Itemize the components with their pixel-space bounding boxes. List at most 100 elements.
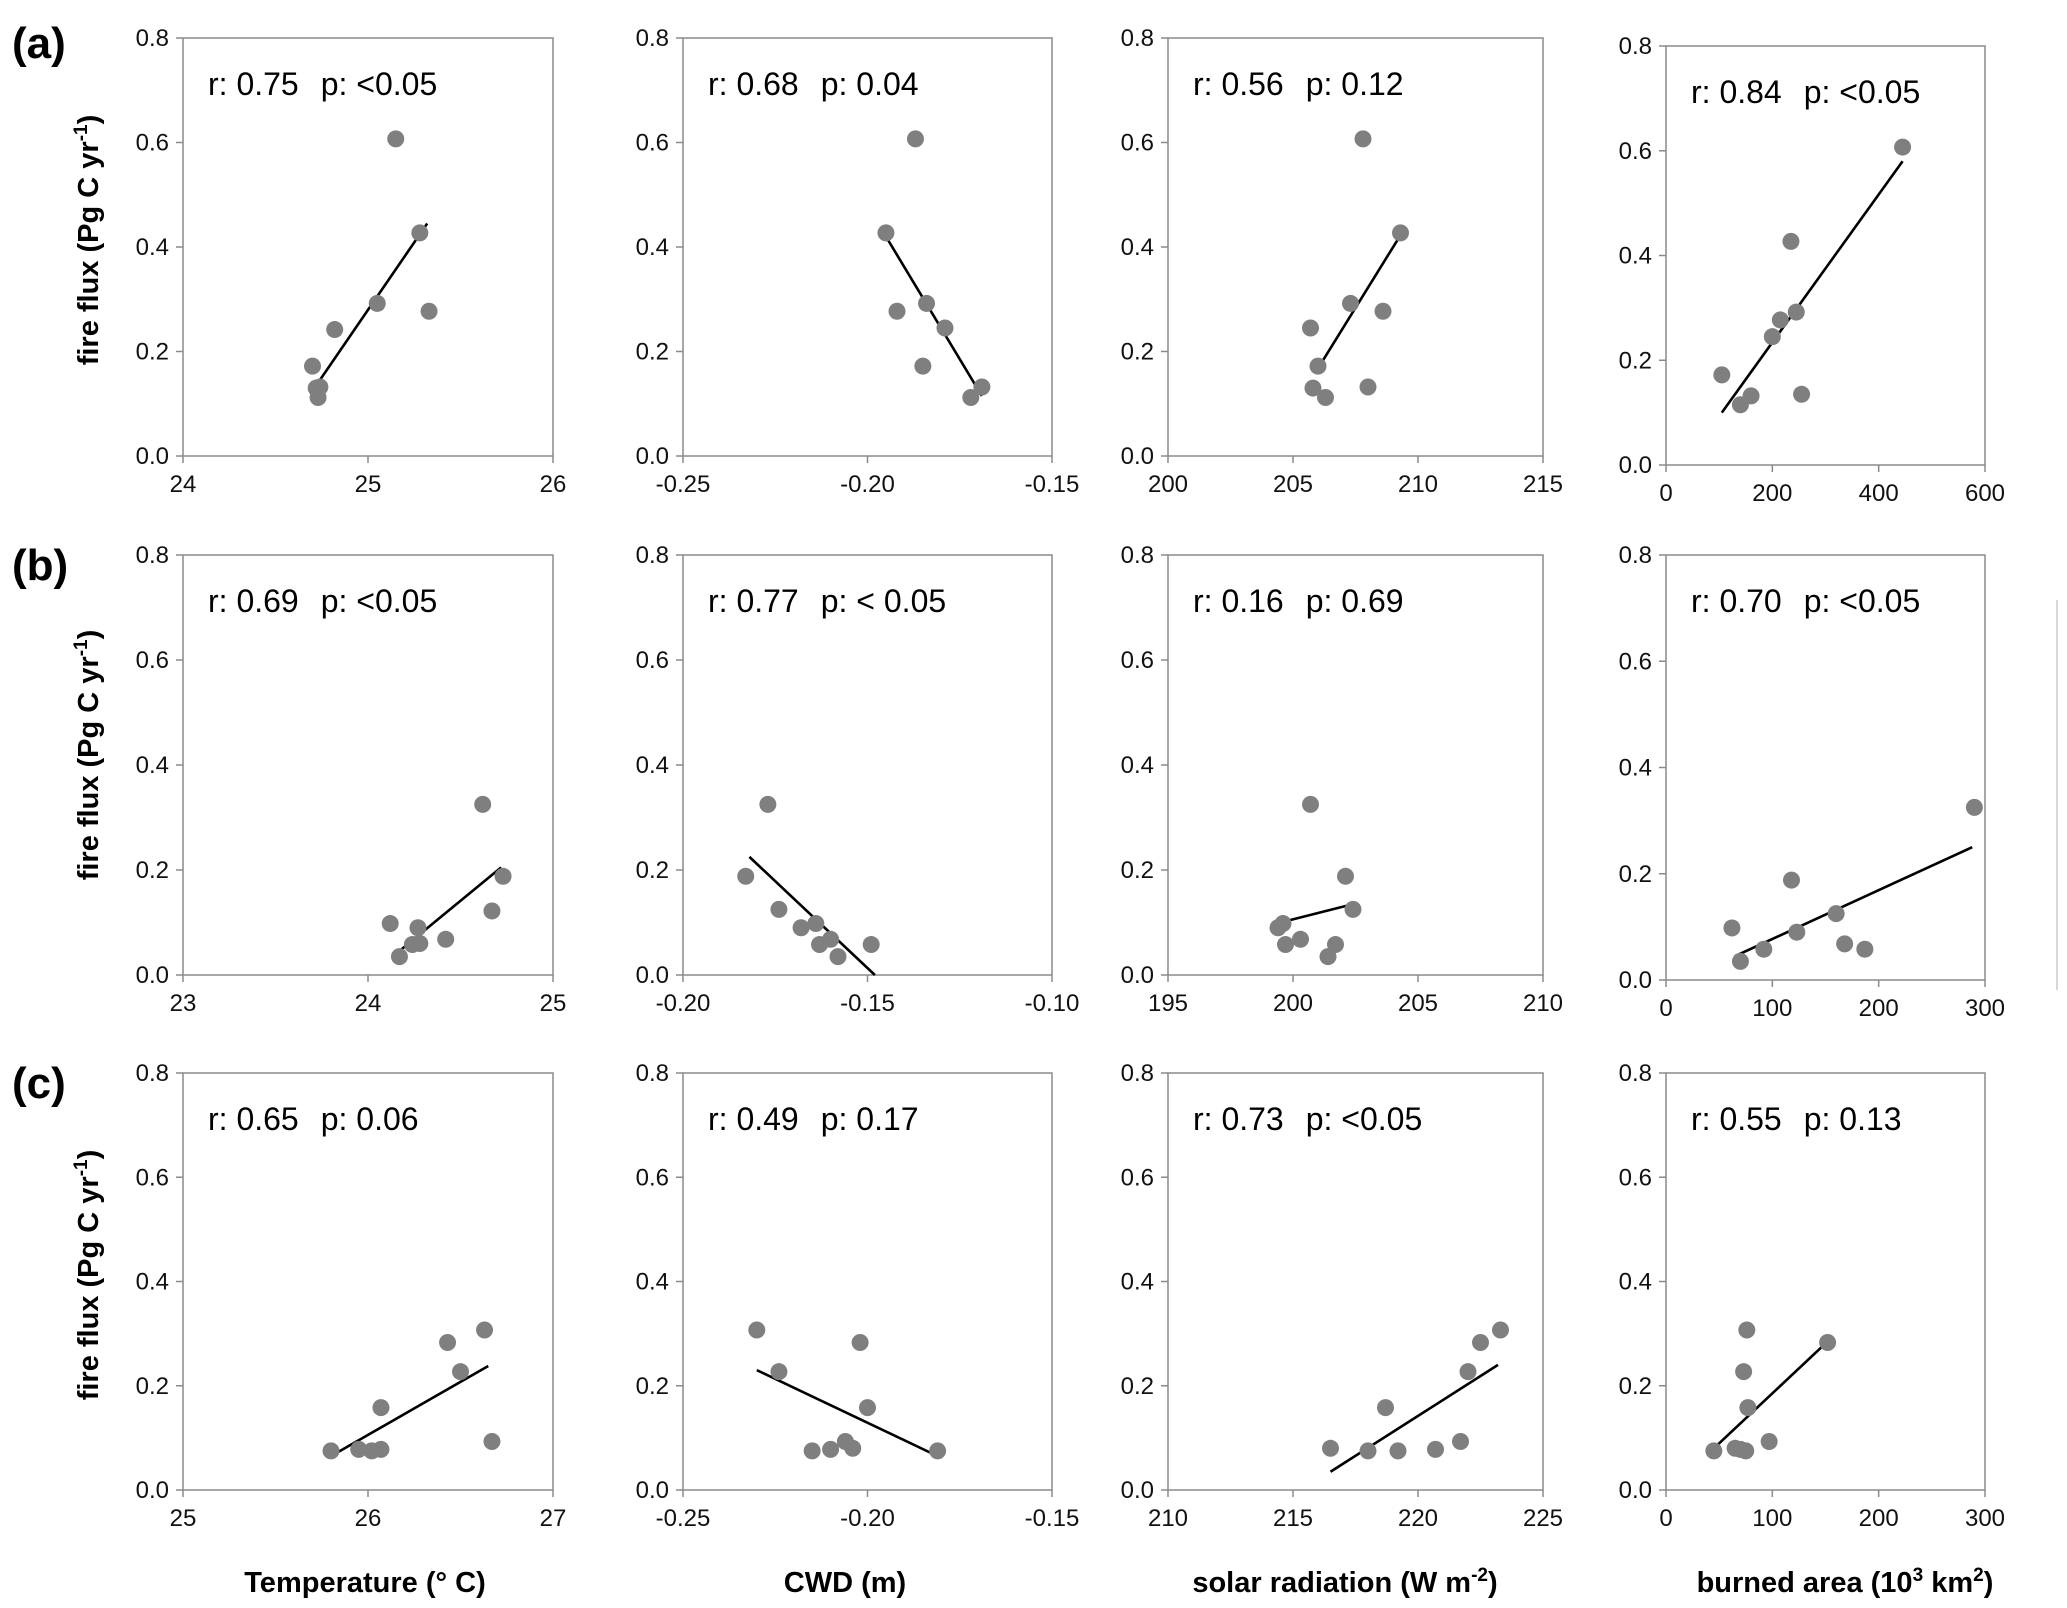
- data-point: [1793, 385, 1811, 403]
- x-label-sup: -2: [1471, 1565, 1488, 1586]
- x-tick-label: 25: [170, 1505, 197, 1532]
- scatter-panel: 0.0 0.2 0.4 0.6 0.8 210 215 220 225 r: 0.73 p: <0.…: [1121, 1060, 1563, 1532]
- y-tick-label: 0.2: [636, 339, 669, 366]
- x-label-text: CWD (m): [784, 1567, 906, 1599]
- y-tick-label: 0.8: [1121, 25, 1154, 52]
- x-label-sup: 3: [1913, 1565, 1924, 1586]
- data-point: [1374, 302, 1392, 320]
- data-point: [1389, 1442, 1407, 1460]
- scatter-panel: 0.0 0.2 0.4 0.6 0.8 200 205 210 215 r: 0.56 p: 0.1…: [1121, 25, 1563, 498]
- data-point: [1292, 930, 1309, 948]
- x-tick-label: 215: [1523, 471, 1563, 498]
- scatter-panel: 0.0 0.2 0.4 0.6 0.8 25 26 27 r: 0.65 p: 0.06: [136, 1060, 567, 1532]
- x-label-text: Temperature (° C): [244, 1567, 486, 1599]
- y-tick-label: 0.6: [636, 1164, 669, 1191]
- y-tick-label: 0.8: [636, 542, 669, 569]
- x-tick-label: 300: [1965, 995, 2005, 1022]
- y-tick-label: 0.8: [636, 1060, 669, 1087]
- data-point: [1742, 387, 1760, 405]
- x-tick-label: -0.25: [656, 1505, 711, 1532]
- p-value: p: 0.12: [1306, 66, 1404, 102]
- data-point: [877, 224, 895, 242]
- y-axis-label-row-c: fire flux (Pg C yr-1): [71, 1150, 105, 1401]
- y-tick-label: 0.8: [136, 1060, 169, 1087]
- scatter-panel: 0.0 0.2 0.4 0.6 0.8 23 24 25 r: 0.69 p: <0.05: [136, 542, 567, 1017]
- data-point: [918, 294, 936, 312]
- data-point: [1782, 232, 1800, 250]
- data-point: [748, 1321, 766, 1339]
- y-tick-label: 0.4: [1121, 752, 1154, 779]
- data-point: [1755, 940, 1773, 958]
- r-value: r: 0.16: [1193, 583, 1284, 619]
- scatter-panel: 0.0 0.2 0.4 0.6 0.8 195 200 205 210 r: 0.16 p: 0.6…: [1121, 542, 1563, 1017]
- data-point: [411, 935, 429, 952]
- x-tick-label: 195: [1148, 990, 1188, 1017]
- r-value: r: 0.68: [708, 66, 799, 102]
- y-tick-label: 0.2: [636, 1373, 669, 1400]
- x-label-sup-2: 2: [1973, 1565, 1984, 1586]
- scatter-panel: 0.0 0.2 0.4 0.6 0.8 0 200 400 600 r: 0.84 p: <0.05: [1619, 33, 2005, 507]
- data-point: [1738, 1321, 1756, 1339]
- data-point: [1788, 923, 1806, 941]
- x-tick-label: 0: [1659, 480, 1672, 507]
- data-point: [483, 902, 501, 920]
- y-tick-label: 0.2: [1121, 339, 1154, 366]
- r-value: r: 0.69: [208, 583, 299, 619]
- svg-text:fire flux (Pg C yr-1): fire flux (Pg C yr-1): [71, 115, 105, 366]
- x-label-end: ): [1488, 1567, 1498, 1599]
- data-point: [1302, 319, 1319, 337]
- data-point: [483, 1433, 501, 1451]
- y-tick-label: 0.2: [136, 339, 169, 366]
- data-point: [1713, 366, 1731, 384]
- data-point: [387, 130, 405, 148]
- data-point: [770, 900, 788, 918]
- data-point: [1377, 1399, 1394, 1417]
- y-tick-label: 0.4: [1619, 1269, 1652, 1296]
- data-point: [973, 378, 991, 396]
- r-value: r: 0.77: [708, 583, 799, 619]
- x-tick-label: 25: [540, 990, 567, 1017]
- p-value: p: <0.05: [1306, 1101, 1423, 1137]
- y-tick-label: 0.4: [1121, 1269, 1154, 1296]
- y-axis-label-text: fire flux (Pg C yr: [73, 141, 105, 365]
- data-point: [452, 1363, 469, 1381]
- data-point: [1492, 1321, 1509, 1339]
- data-point: [1452, 1433, 1469, 1451]
- x-tick-label: -0.10: [1025, 990, 1080, 1017]
- y-tick-label: 0.2: [1619, 1373, 1652, 1400]
- data-point: [759, 795, 777, 813]
- r-value: r: 0.65: [208, 1101, 299, 1137]
- x-tick-label: 0: [1659, 1505, 1672, 1532]
- x-tick-label: 200: [1859, 1505, 1899, 1532]
- trend-line: [1734, 846, 1973, 958]
- y-tick-label: 0.2: [136, 1373, 169, 1400]
- svg-text:fire flux (Pg C yr-1): fire flux (Pg C yr-1): [71, 630, 105, 881]
- x-tick-label: 26: [355, 1505, 382, 1532]
- r-value: r: 0.75: [208, 66, 299, 102]
- data-point: [494, 867, 512, 885]
- data-point: [1836, 935, 1854, 953]
- p-value: p: 0.06: [321, 1101, 419, 1137]
- y-tick-label: 0.0: [636, 1477, 669, 1504]
- data-point: [1309, 357, 1327, 375]
- y-axis-label-end: ): [73, 1150, 105, 1160]
- y-tick-label: 0.0: [136, 443, 169, 470]
- x-axis-label-temperature: Temperature (° C): [244, 1567, 486, 1599]
- data-point: [792, 919, 810, 937]
- scatter-panel: 0.0 0.2 0.4 0.6 0.8 -0.25 -0.20 -0.15 r: 0.68 p: …: [636, 25, 1080, 498]
- y-axis-label-sup: -1: [71, 1159, 92, 1176]
- y-axis-label-sup: -1: [71, 639, 92, 656]
- data-point: [844, 1439, 862, 1457]
- scatter-panel: 0.0 0.2 0.4 0.6 0.8 24 25 26 r: 0.75 p: <0.05: [136, 25, 567, 498]
- data-point: [474, 795, 492, 813]
- y-axis-label-row-a: fire flux (Pg C yr-1): [71, 115, 105, 366]
- data-point: [737, 867, 755, 885]
- data-point: [350, 1440, 368, 1458]
- data-point: [1322, 1439, 1339, 1457]
- y-tick-label: 0.4: [1619, 755, 1652, 782]
- y-tick-label: 0.0: [636, 962, 669, 989]
- data-point: [409, 919, 427, 937]
- data-point: [309, 388, 327, 406]
- data-point: [1827, 905, 1845, 923]
